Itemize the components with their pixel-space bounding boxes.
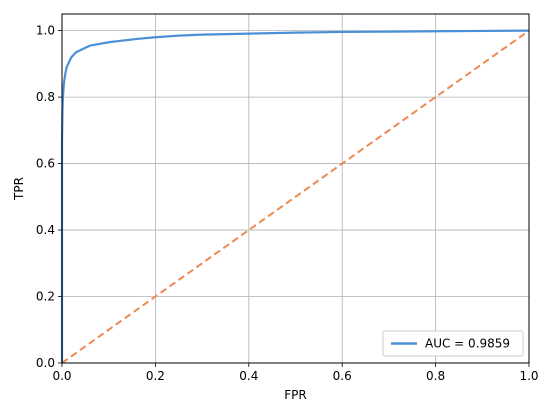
x-tick-label: 0.4 xyxy=(239,369,258,383)
roc-curve-line xyxy=(60,29,530,363)
legend: AUC = 0.9859 xyxy=(382,330,524,357)
y-tick-label: 0.2 xyxy=(36,290,55,304)
y-tick-label: 1.0 xyxy=(36,24,55,38)
y-axis-label: TPR xyxy=(12,177,26,201)
plot-frame xyxy=(61,13,530,364)
legend-label: AUC = 0.9859 xyxy=(425,337,510,351)
chance-diagonal-line xyxy=(61,29,530,364)
y-tick-label: 0.0 xyxy=(36,356,55,370)
grid-lines xyxy=(61,14,530,364)
y-tick-label: 0.6 xyxy=(36,157,55,171)
x-tick-label: 0.0 xyxy=(52,369,71,383)
x-tick-label: 1.0 xyxy=(519,369,538,383)
y-tick-label: 0.4 xyxy=(36,223,55,237)
y-tick-label: 0.8 xyxy=(36,90,55,104)
legend-box xyxy=(382,330,524,357)
x-axis-label: FPR xyxy=(284,388,306,402)
x-tick-label: 0.8 xyxy=(426,369,445,383)
axis-ticks: 0.0 0.2 0.4 0.6 0.8 1.0 0.0 0.2 0.4 0.6 0.8 1.0 xyxy=(36,24,539,383)
x-tick-label: 0.2 xyxy=(146,369,165,383)
series-group xyxy=(60,29,530,364)
x-tick-label: 0.6 xyxy=(333,369,352,383)
